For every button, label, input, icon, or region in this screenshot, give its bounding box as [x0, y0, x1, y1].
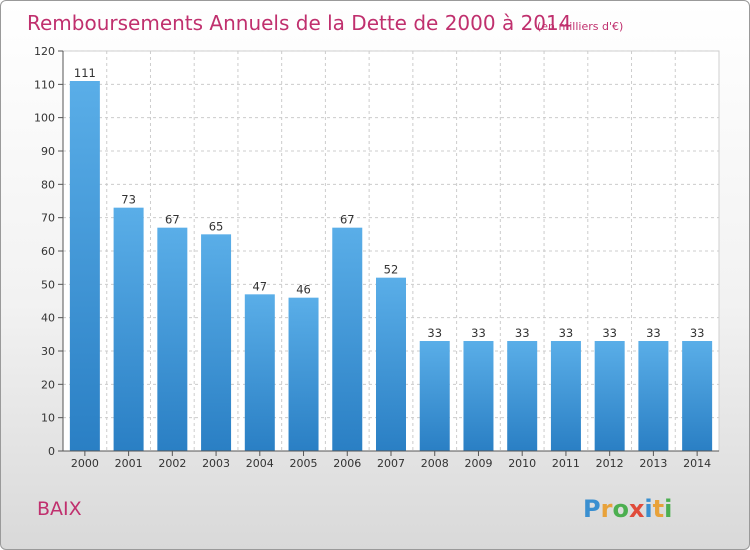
data-label: 46	[296, 283, 311, 297]
x-tick-label: 2003	[202, 457, 230, 470]
y-tick-label: 50	[41, 278, 55, 291]
y-tick-label: 0	[48, 445, 55, 458]
data-label: 33	[646, 326, 661, 340]
bar	[332, 227, 363, 451]
y-tick-label: 90	[41, 145, 55, 158]
data-label: 33	[515, 326, 530, 340]
data-label: 67	[340, 213, 355, 227]
bar	[157, 227, 188, 451]
x-tick-label: 2014	[683, 457, 711, 470]
bar	[682, 341, 713, 451]
x-tick-label: 2007	[377, 457, 405, 470]
x-tick-label: 2005	[290, 457, 318, 470]
bar	[288, 297, 319, 451]
data-label: 65	[209, 219, 224, 233]
data-label: 52	[384, 263, 399, 277]
chart-title: Remboursements Annuels de la Dette de 20…	[27, 11, 571, 35]
x-tick-label: 2008	[421, 457, 449, 470]
bar	[419, 341, 450, 451]
data-label: 67	[165, 213, 180, 227]
x-tick-label: 2009	[464, 457, 492, 470]
y-tick-label: 120	[34, 45, 55, 58]
y-tick-label: 100	[34, 112, 55, 125]
data-label: 33	[602, 326, 617, 340]
bar	[594, 341, 625, 451]
y-tick-label: 30	[41, 345, 55, 358]
bar-layer: 111 73 67 65 47 46 67 52 33 33 33 33 33 33 33	[69, 66, 713, 451]
x-tick-label: 2013	[639, 457, 667, 470]
proxiti-logo: Proxiti	[583, 495, 672, 523]
bar	[244, 294, 275, 451]
bar	[638, 341, 669, 451]
data-label: 33	[559, 326, 574, 340]
x-tick-label: 2012	[596, 457, 624, 470]
data-label: 47	[252, 279, 267, 293]
bar	[201, 234, 232, 451]
y-tick-label: 10	[41, 412, 55, 425]
x-tick-label: 2000	[71, 457, 99, 470]
axis-layer: 0 10 20 30 40 50 60 70 80 90 100 110 120 2000 2001 2002…	[34, 45, 719, 470]
bar	[376, 277, 406, 451]
x-tick-label: 2002	[158, 457, 186, 470]
y-tick-label: 40	[41, 312, 55, 325]
y-tick-label: 60	[41, 245, 55, 258]
bar	[507, 341, 538, 451]
chart-subtitle: (en milliers d'€)	[537, 20, 623, 33]
x-tick-label: 2011	[552, 457, 580, 470]
x-tick-label: 2004	[246, 457, 274, 470]
data-label: 73	[121, 193, 136, 207]
data-label: 33	[427, 326, 442, 340]
commune-name: BAIX	[37, 498, 82, 520]
svg-text:Proxiti: Proxiti	[583, 495, 672, 523]
data-label: 111	[74, 66, 96, 80]
data-label: 33	[471, 326, 486, 340]
bar	[463, 341, 494, 451]
y-tick-label: 80	[41, 178, 55, 191]
y-tick-label: 20	[41, 378, 55, 391]
x-tick-label: 2010	[508, 457, 536, 470]
bar	[113, 207, 144, 451]
y-tick-label: 70	[41, 212, 55, 225]
bar	[550, 341, 581, 451]
x-tick-label: 2001	[115, 457, 143, 470]
bar	[69, 81, 100, 451]
data-label: 33	[690, 326, 705, 340]
y-tick-label: 110	[34, 78, 55, 91]
x-tick-label: 2006	[333, 457, 361, 470]
